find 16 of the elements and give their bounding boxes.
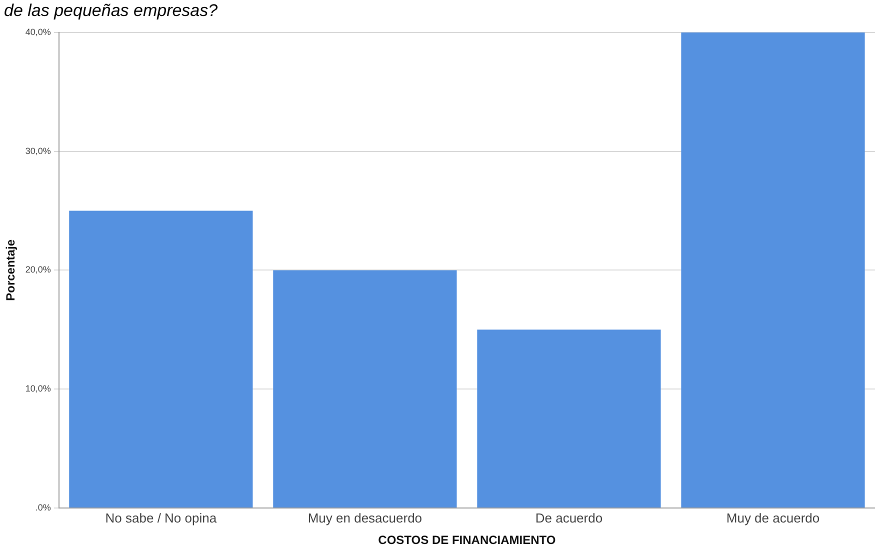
chart-title: de las pequeñas empresas?: [3, 0, 219, 22]
y-tick-label: 10,0%: [25, 384, 51, 394]
y-tick-label: 30,0%: [25, 146, 51, 156]
x-axis-title: COSTOS DE FINANCIAMIENTO: [378, 533, 556, 548]
y-tick-label: 40,0%: [25, 26, 51, 37]
x-tick-label: Muy de acuerdo: [726, 510, 820, 526]
y-axis-title: Porcentaje: [4, 239, 18, 301]
x-tick-label: Muy en desacuerdo: [308, 510, 422, 526]
y-tick-label: 20,0%: [25, 264, 51, 275]
bar: [69, 210, 253, 508]
bar: [477, 330, 661, 508]
bar: [681, 32, 865, 508]
bar: [273, 270, 457, 508]
x-tick-label: No sabe / No opina: [105, 510, 218, 526]
x-tick-label: De acuerdo: [535, 510, 603, 526]
y-tick-label: .0%: [35, 502, 51, 512]
